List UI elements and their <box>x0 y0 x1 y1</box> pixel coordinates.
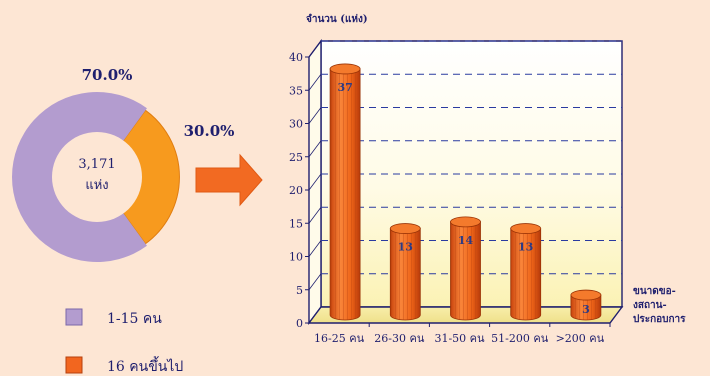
x-tick-label: 51-200 คน <box>491 332 549 345</box>
gridline-depth <box>308 207 322 224</box>
arrow-right-icon <box>195 153 263 207</box>
legend-label-1-15: 1-15 คน <box>107 311 162 327</box>
gridline-depth <box>308 173 322 191</box>
slice-label-1-15: 70.0% <box>82 66 133 84</box>
legend-swatch-1-15 <box>65 308 83 326</box>
y-tick-label: 40 <box>289 51 303 64</box>
x-axis-label-line-1: ขนาดขอ- <box>633 286 676 297</box>
legend-swatch-16-plus <box>65 356 83 374</box>
donut-center-count: 3,171 <box>78 157 115 172</box>
legend: 1-15 คน 16 คนขึ้นไป <box>65 308 183 375</box>
bar-value-label: 37 <box>337 81 352 94</box>
y-tick-label: 35 <box>289 84 303 97</box>
bar-value-label: 3 <box>582 303 590 316</box>
bar-16-25 คน <box>329 63 361 321</box>
bar-value-label: 13 <box>518 241 533 254</box>
bar-26-30 คน <box>389 223 421 321</box>
bar-chart: 0 5 10 15 20 25 30 35 40 37 13 14 13 3 16-25 คน 26-30… <box>289 13 686 345</box>
donut-chart: 3,171 แห่ง 70.0% 30.0% <box>12 66 235 263</box>
gridline-depth <box>308 74 322 91</box>
gridline-depth <box>308 240 322 257</box>
y-tick-label: 25 <box>289 151 303 164</box>
y-tick-label: 15 <box>289 217 303 230</box>
gridline-depth <box>308 40 322 58</box>
legend-label-16-plus: 16 คนขึ้นไป <box>107 356 183 375</box>
bar-51-200 คน <box>510 223 542 321</box>
y-tick-label: 30 <box>289 118 303 131</box>
gridline-depth <box>308 273 322 290</box>
x-tick-label: >200 คน <box>556 332 605 345</box>
bar-value-label: 13 <box>398 241 413 254</box>
bar->200 คน <box>570 289 602 321</box>
y-tick-label: 0 <box>296 317 303 330</box>
y-tick-label: 10 <box>289 251 303 264</box>
gridline-depth <box>308 140 322 157</box>
y-tick-label: 5 <box>296 284 303 297</box>
donut-center-unit: แห่ง <box>85 178 108 193</box>
x-tick-label: 31-50 คน <box>434 332 485 345</box>
bar-31-50 คน <box>450 216 481 321</box>
gridline-depth <box>308 107 322 124</box>
bar-value-label: 14 <box>458 234 474 247</box>
x-tick-label: 16-25 คน <box>314 332 365 345</box>
x-axis-label-line-2: งสถาน- <box>633 300 667 311</box>
y-axis-label: จำนวน (แห่ง) <box>306 13 368 25</box>
x-tick-label: 26-30 คน <box>374 332 425 345</box>
x-axis-label-line-3: ประกอบการ <box>633 313 686 325</box>
y-tick-label: 20 <box>289 184 303 197</box>
donut-hole <box>52 132 142 222</box>
slice-label-16-plus: 30.0% <box>184 122 235 140</box>
